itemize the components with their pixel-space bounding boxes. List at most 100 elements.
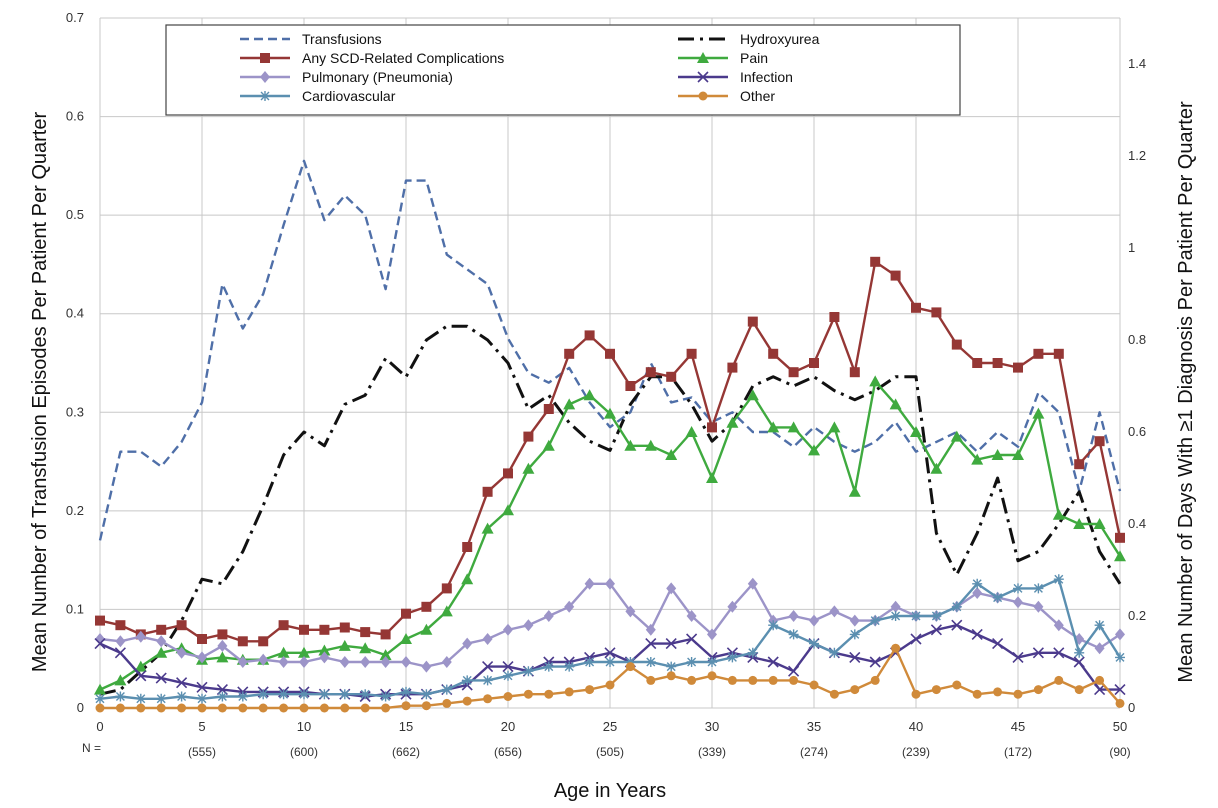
data-point [1093, 518, 1106, 529]
n-label: (172) [1004, 745, 1032, 759]
data-point [359, 642, 372, 654]
series-transfusions [98, 159, 1122, 541]
data-point [95, 693, 105, 704]
data-point [1074, 459, 1085, 470]
data-point [788, 367, 799, 378]
data-point [400, 633, 412, 644]
data-point [829, 312, 840, 322]
data-point [380, 629, 391, 640]
data-point [462, 675, 473, 686]
legend-label: Hydroxyurea [740, 31, 820, 47]
data-point [747, 647, 758, 658]
data-point [338, 639, 351, 651]
x-tick-label: 20 [501, 719, 515, 734]
data-point [421, 701, 431, 711]
data-point [114, 647, 126, 659]
data-point [134, 660, 147, 672]
legend-marker [260, 53, 270, 63]
data-point [665, 449, 678, 460]
data-point [544, 689, 554, 699]
data-point [870, 256, 881, 267]
data-point [890, 270, 901, 281]
data-point [115, 691, 126, 702]
data-point [380, 691, 391, 702]
series-line-hydroxyurea [99, 324, 1122, 696]
data-point [177, 703, 187, 713]
legend-marker [698, 91, 708, 101]
left-y-axis-title: Mean Number of Transfusion Episodes Per … [29, 112, 51, 673]
data-point [971, 628, 983, 640]
data-point [1073, 518, 1086, 529]
data-point [503, 468, 513, 479]
data-point [605, 657, 615, 667]
data-point [420, 623, 433, 635]
n-label: (662) [392, 745, 420, 759]
data-point [890, 611, 901, 621]
data-point [889, 398, 902, 410]
data-point [911, 302, 921, 313]
data-point [891, 643, 901, 653]
legend-label: Transfusions [302, 31, 382, 47]
legend-label: Other [740, 88, 775, 104]
data-point [1012, 449, 1024, 460]
data-point [686, 633, 698, 645]
data-point [951, 619, 963, 631]
data-point [523, 619, 534, 632]
left-y-tick-label: 0.2 [66, 503, 84, 518]
x-tick-label: 10 [297, 719, 311, 734]
left-y-tick-label: 0.7 [66, 10, 84, 25]
data-point [319, 624, 330, 635]
data-point [1033, 600, 1044, 613]
data-point [707, 422, 717, 433]
right-y-axis-ticks: 0 0.2 0.4 0.6 0.8 1 1.2 1.4 [1128, 56, 1146, 715]
data-point [604, 647, 616, 659]
data-point [95, 703, 105, 713]
data-point [768, 348, 779, 359]
data-point [706, 472, 718, 483]
data-point [1033, 583, 1044, 594]
data-point [992, 592, 1003, 603]
data-point [462, 637, 473, 650]
data-point [1094, 436, 1105, 447]
data-point [217, 691, 228, 702]
data-point [809, 358, 819, 368]
data-point [687, 675, 697, 685]
left-y-tick-label: 0.3 [66, 404, 84, 419]
left-y-tick-label: 0.5 [66, 207, 84, 222]
data-point [727, 362, 738, 373]
data-point [1115, 652, 1125, 663]
data-point [319, 651, 330, 664]
data-point [421, 601, 432, 612]
data-point [1114, 684, 1126, 696]
data-point [156, 693, 167, 704]
data-point [910, 633, 922, 645]
legend-item: Transfusions [240, 31, 382, 47]
right-y-tick-label: 0.4 [1128, 516, 1146, 531]
data-point [972, 578, 983, 589]
series-pain [94, 375, 1126, 695]
legend-marker [260, 71, 270, 83]
data-point [339, 656, 350, 668]
data-point [319, 703, 329, 713]
data-point [645, 638, 657, 650]
data-point [686, 348, 697, 359]
data-point [360, 656, 371, 668]
data-point [624, 439, 637, 451]
data-point [666, 371, 677, 382]
data-point [625, 657, 636, 667]
data-point [583, 389, 596, 401]
series-group [94, 159, 1126, 713]
data-point [747, 316, 758, 327]
data-point [1074, 647, 1085, 658]
data-point [746, 389, 759, 401]
data-point [1013, 362, 1023, 373]
x-tick-label: 5 [198, 719, 205, 734]
x-tick-label: 40 [909, 719, 923, 734]
data-point [564, 661, 575, 672]
data-point [135, 693, 146, 704]
legend-marker [260, 91, 270, 101]
data-point [482, 675, 493, 686]
data-point [197, 651, 207, 664]
data-point [1053, 348, 1064, 359]
